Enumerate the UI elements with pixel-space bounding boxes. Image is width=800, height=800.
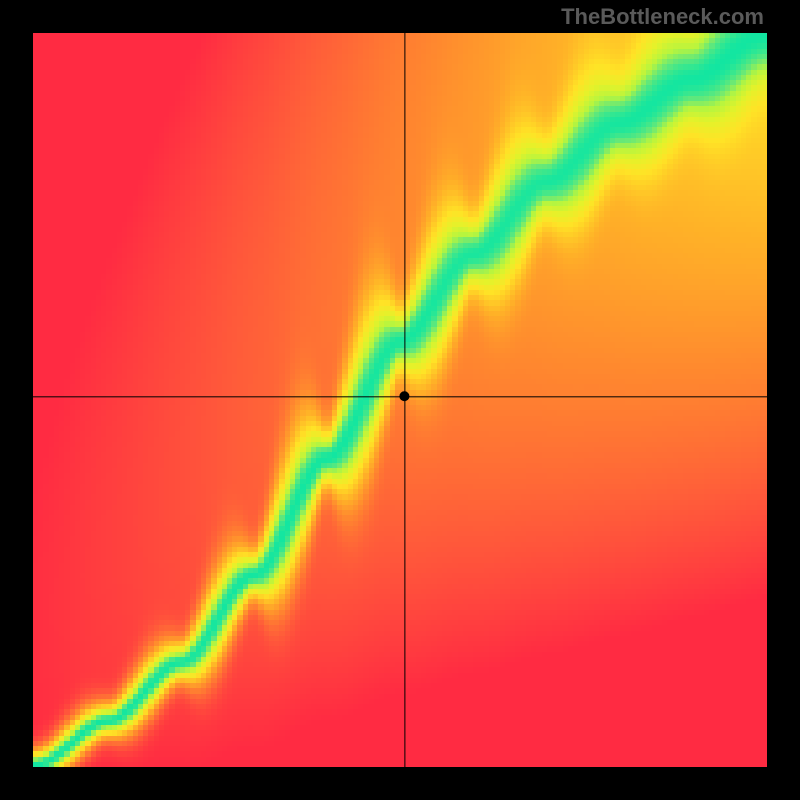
chart-container: TheBottleneck.com [0,0,800,800]
heatmap-plot [0,0,800,800]
watermark-label: TheBottleneck.com [561,4,764,30]
